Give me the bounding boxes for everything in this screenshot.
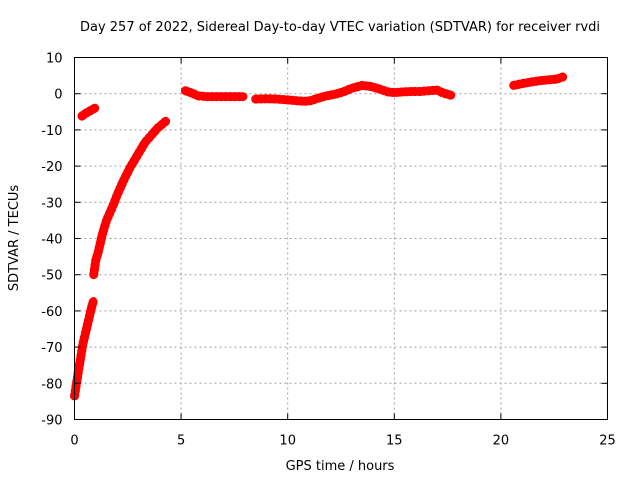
y-tick-label: -40: [41, 233, 62, 248]
y-tick-label: -90: [41, 414, 62, 429]
series-points-arc-2: [70, 295, 99, 401]
series-points-arc-3: [89, 116, 171, 280]
series-layer: [70, 72, 568, 401]
y-tick-label: -80: [41, 377, 62, 392]
y-tick-label: 0: [54, 88, 62, 103]
y-tick-label: -70: [41, 341, 62, 356]
y-tick-label: -60: [41, 305, 62, 320]
x-tick-label: 25: [599, 434, 616, 449]
y-tick-label: -30: [41, 196, 62, 211]
y-tick-label: -50: [41, 269, 62, 284]
x-axis-label: GPS time / hours: [286, 459, 395, 474]
x-tick-label: 20: [493, 434, 510, 449]
x-tick-label: 15: [386, 434, 403, 449]
grid: [74, 57, 608, 420]
series-points-arc-1: [77, 103, 100, 121]
x-tick-label: 5: [177, 434, 185, 449]
y-axis-label: SDTVAR / TECUs: [7, 185, 22, 292]
series-points-arc-5: [251, 80, 457, 106]
y-tick-label: -20: [41, 160, 62, 175]
series-line-arc-3: [90, 117, 170, 278]
x-tick-label: 0: [70, 434, 78, 449]
x-tick-label: 10: [279, 434, 296, 449]
y-tick-label: 10: [46, 52, 63, 67]
series-points-arc-6: [509, 72, 568, 90]
axis-ticks: -90 -80 -70 -60 -50 -40 -30 -20 -10 0 10 0 5 10 15 20 25: [41, 52, 616, 449]
y-tick-label: -10: [41, 124, 62, 139]
chart-title: Day 257 of 2022, Sidereal Day-to-day VTE…: [80, 20, 600, 35]
series-points-arc-4: [180, 86, 248, 102]
